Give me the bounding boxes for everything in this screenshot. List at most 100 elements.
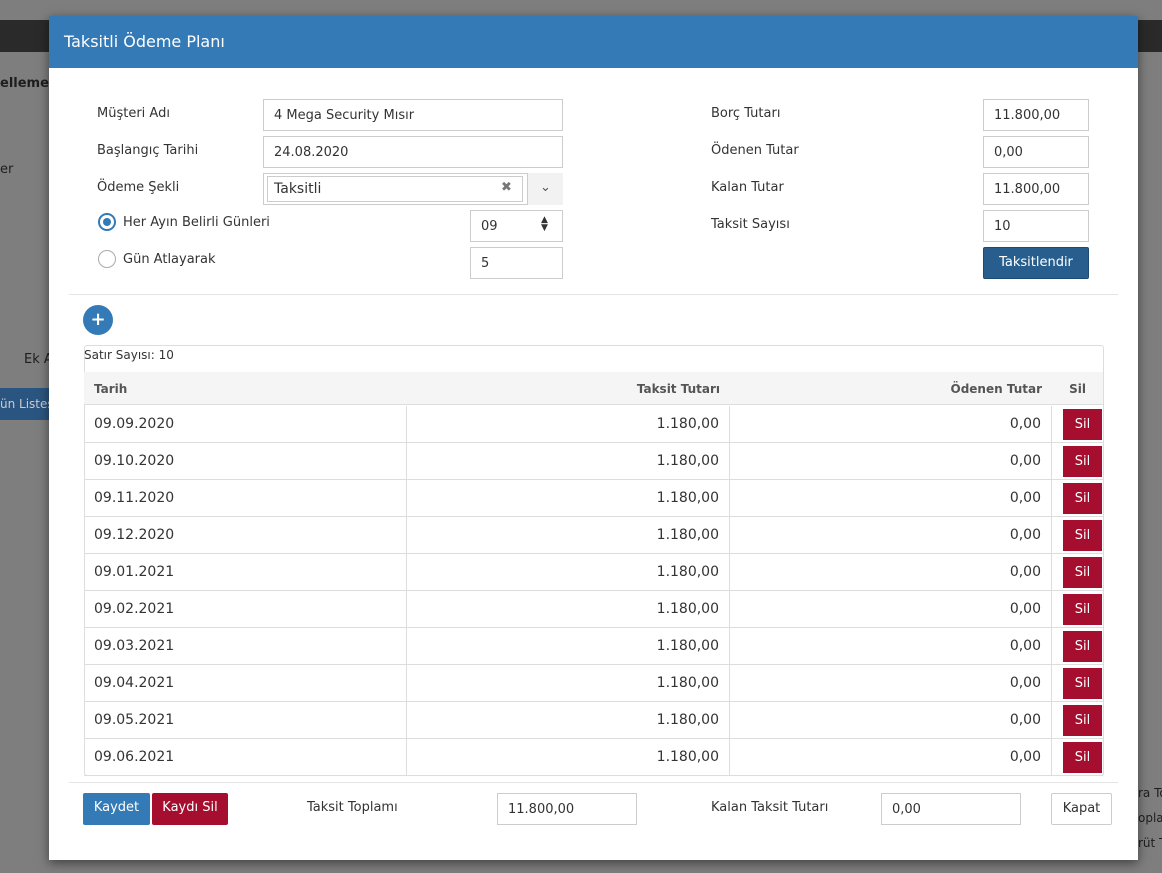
cell: 09.09.2020 [84, 406, 407, 443]
number-input[interactable]: 09 [470, 210, 563, 242]
bg-button: ün Listes [0, 388, 49, 420]
cell: 1.180,00 [407, 554, 730, 591]
cell [1052, 480, 1103, 517]
label: Kalan Tutar [711, 180, 784, 195]
radio[interactable] [98, 213, 116, 231]
cell: 1.180,00 [407, 480, 730, 517]
label: Kalan Taksit Tutarı [711, 800, 829, 815]
text-input[interactable]: 4 Mega Security Mısır [263, 99, 563, 131]
column-header: Ödenen Tutar [730, 372, 1052, 405]
sil-button[interactable]: Sil [1063, 483, 1102, 514]
cell [1052, 443, 1103, 480]
cell: 09.12.2020 [84, 517, 407, 554]
modal-title: Taksitli Ödeme Planı [49, 16, 1138, 68]
cell: 09.06.2021 [84, 739, 407, 776]
label: Taksit Sayısı [711, 217, 790, 232]
text-input[interactable]: 11.800,00 [497, 793, 637, 825]
cell [1052, 628, 1103, 665]
cell: 0,00 [730, 406, 1052, 443]
add-button[interactable]: + [83, 305, 113, 335]
label: Ödeme Şekli [97, 180, 180, 195]
row-count: Satır Sayısı: 10 [84, 348, 174, 362]
cell: 0,00 [730, 591, 1052, 628]
bg-text: opla [1138, 811, 1162, 825]
modal: Taksitli Ödeme Planı Müşteri Adı 4 Mega … [49, 16, 1138, 860]
separator [69, 294, 1118, 295]
sil-button[interactable]: Sil [1063, 631, 1102, 662]
sil-button[interactable]: Sil [1063, 705, 1102, 736]
cell: 0,00 [730, 628, 1052, 665]
text-input[interactable]: 0,00 [881, 793, 1021, 825]
cell: 0,00 [730, 739, 1052, 776]
separator [69, 782, 1118, 783]
kapat-button[interactable]: Kapat [1051, 793, 1112, 825]
radio[interactable] [98, 250, 116, 268]
label: Borç Tutarı [711, 106, 781, 121]
cell: 1.180,00 [407, 665, 730, 702]
select-value: Taksitli [267, 176, 523, 202]
cell [1052, 554, 1103, 591]
sil-button[interactable]: Sil [1063, 409, 1102, 440]
cell [1052, 702, 1103, 739]
cell: 0,00 [730, 554, 1052, 591]
cell: 09.01.2021 [84, 554, 407, 591]
cell [1052, 591, 1103, 628]
bg-text: ellemek [0, 76, 58, 91]
cell: 09.02.2021 [84, 591, 407, 628]
label: Her Ayın Belirli Günleri [123, 215, 270, 230]
cell [1052, 406, 1103, 443]
bg-text: er [0, 162, 14, 177]
sil-button[interactable]: Sil [1063, 446, 1102, 477]
sil-button[interactable]: Sil [1063, 668, 1102, 699]
taksitlendir-button[interactable]: Taksitlendir [983, 247, 1089, 279]
cell: 09.10.2020 [84, 443, 407, 480]
cell: 1.180,00 [407, 702, 730, 739]
sil-button[interactable]: Sil [1063, 520, 1102, 551]
label: Başlangıç Tarihi [97, 143, 199, 158]
cell [1052, 517, 1103, 554]
column-header: Sil [1052, 372, 1103, 405]
cell: 1.180,00 [407, 517, 730, 554]
bg-text: Ek A [24, 352, 53, 367]
text-input[interactable]: 10 [983, 210, 1089, 242]
cell: 09.05.2021 [84, 702, 407, 739]
bg-text: ra To [1138, 786, 1162, 800]
sil-button[interactable]: Sil [1063, 557, 1102, 588]
bg-text: rüt T [1138, 836, 1162, 850]
kaydi-sil-button[interactable]: Kaydı Sil [152, 793, 228, 825]
cell [1052, 739, 1103, 776]
text-input[interactable]: 0,00 [983, 136, 1089, 168]
date-input[interactable]: 24.08.2020 [263, 136, 563, 168]
cell: 1.180,00 [407, 739, 730, 776]
cell: 0,00 [730, 480, 1052, 517]
table: Tarih Taksit Tutarı Ödenen Tutar Sil 09.09.2… [84, 372, 1104, 776]
sil-button[interactable]: Sil [1063, 594, 1102, 625]
label: Müşteri Adı [97, 106, 170, 121]
cell [1052, 665, 1103, 702]
text-input[interactable]: 11.800,00 [983, 99, 1089, 131]
cell: 0,00 [730, 665, 1052, 702]
cell: 09.11.2020 [84, 480, 407, 517]
cell: 0,00 [730, 443, 1052, 480]
spinner[interactable]: ▲ ▼ [541, 215, 548, 233]
kaydet-button[interactable]: Kaydet [83, 793, 150, 825]
cell: 0,00 [730, 702, 1052, 739]
column-header: Tarih [84, 372, 407, 405]
cell: 09.04.2021 [84, 665, 407, 702]
text-input[interactable]: 11.800,00 [983, 173, 1089, 205]
cell: 09.03.2021 [84, 628, 407, 665]
sil-button[interactable]: Sil [1063, 742, 1102, 773]
dropdown-toggle[interactable]: ⌄ [527, 173, 563, 205]
cell: 1.180,00 [407, 591, 730, 628]
label: Ödenen Tutar [711, 143, 799, 158]
column-header: Taksit Tutarı [407, 372, 730, 405]
cell: 1.180,00 [407, 628, 730, 665]
cell: 1.180,00 [407, 406, 730, 443]
cell: 0,00 [730, 517, 1052, 554]
label: Gün Atlayarak [123, 252, 216, 267]
label: Taksit Toplamı [307, 800, 398, 815]
clear-icon[interactable]: ✖ [501, 180, 512, 195]
number-input[interactable]: 5 [470, 247, 563, 279]
cell: 1.180,00 [407, 443, 730, 480]
